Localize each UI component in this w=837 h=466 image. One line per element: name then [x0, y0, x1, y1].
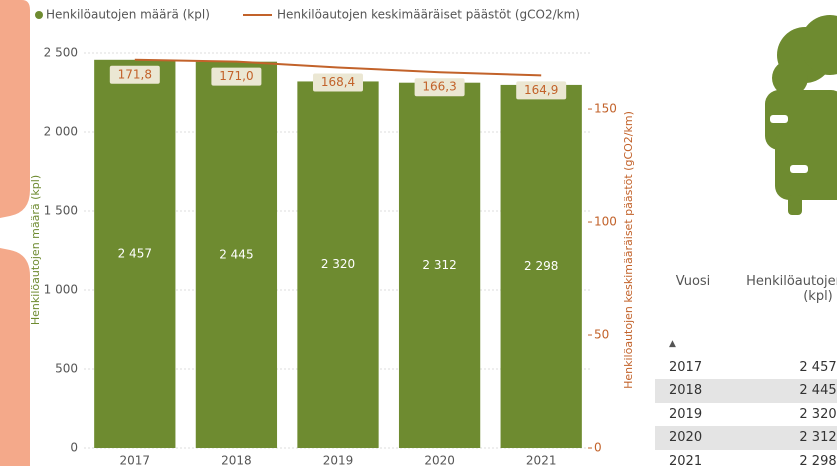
line-value-label: 171,8 — [118, 67, 152, 81]
table-row: 2020 2 312 — [655, 426, 837, 450]
y-axis-label: Henkilöautojen määrä (kpl) — [29, 175, 42, 325]
y-tick-label: 1 000 — [44, 283, 78, 297]
bar-value-label: 2 312 — [422, 258, 456, 272]
sort-row: ▲ — [655, 332, 837, 356]
car-icon-detail — [770, 115, 808, 173]
table-cell: 2019 — [669, 406, 703, 422]
bar — [297, 81, 379, 448]
value-label-box — [109, 65, 160, 84]
table-cell: 2 320 — [799, 406, 837, 422]
legend-label: Henkilöautojen keskimääräiset päästöt (g… — [277, 8, 580, 22]
legend-label: Henkilöautojen määrä (kpl) — [46, 8, 210, 22]
table-row: 2019 2 320 — [655, 403, 837, 427]
y2-tick-label: 50 — [594, 328, 609, 342]
x-tick-label: 2017 — [120, 454, 151, 466]
table-row: 2017 2 457 — [655, 356, 837, 380]
line — [134, 58, 542, 77]
data-table: Vuosi Henkilöautojen määrä (kpl) ▲ 2017 2 … — [655, 268, 837, 466]
bar-value-label: 2 320 — [321, 257, 355, 271]
x-tick-label: 2021 — [526, 454, 557, 466]
table-cell: 2020 — [655, 426, 731, 450]
y2-axis-label: Henkilöautojen keskimääräiset päästöt (g… — [622, 111, 635, 389]
table-header: Vuosi — [675, 274, 711, 289]
y2-tick-label: 100 — [594, 215, 617, 229]
table-cell: 2 457 — [799, 359, 837, 375]
line-value-label: 168,4 — [321, 75, 355, 89]
table-cell: 2017 — [669, 359, 703, 375]
bar — [398, 82, 481, 448]
line-value-label: 166,3 — [422, 80, 456, 94]
table-row: 2018 2 445 — [655, 379, 837, 403]
sort-indicator[interactable]: ▲ — [669, 338, 676, 349]
table-cell: 2 445 — [731, 379, 837, 403]
table-cell: 2 312 — [731, 426, 837, 450]
y-tick-label: 1 500 — [44, 204, 78, 218]
x-tick-label: 2018 — [221, 454, 252, 466]
bar-value-label: 2 457 — [118, 246, 152, 260]
y-tick-label: 2 000 — [44, 125, 78, 139]
bar — [94, 59, 176, 448]
value-label-box — [414, 78, 465, 97]
value-label-box — [516, 81, 567, 100]
y-tick-label: 0 — [70, 441, 78, 455]
car-icon — [765, 15, 837, 215]
bar-value-label: 2 298 — [524, 259, 558, 273]
table-header: Henkilöautojen määrä (kpl) — [746, 274, 837, 304]
line-value-label: 164,9 — [524, 83, 558, 97]
table-cell: 2 298 — [799, 453, 837, 466]
table-cell: 2021 — [669, 453, 703, 466]
value-label-box — [211, 67, 262, 86]
y2-tick-label: 150 — [594, 102, 617, 116]
table-cell: 2018 — [655, 379, 731, 403]
y-tick-label: 2 500 — [44, 46, 78, 60]
x-tick-label: 2020 — [424, 454, 455, 466]
y2-tick-label: 0 — [594, 441, 602, 455]
table: Vuosi Henkilöautojen määrä (kpl) ▲ 2017 2 … — [655, 268, 837, 466]
line-value-label: 171,0 — [219, 69, 253, 83]
x-tick-label: 2019 — [323, 454, 354, 466]
bar — [500, 84, 582, 448]
decoration — [0, 0, 30, 218]
decoration — [0, 248, 30, 466]
value-label-box — [313, 73, 363, 92]
table-row: 2021 2 298 — [655, 450, 837, 466]
bar-value-label: 2 445 — [219, 247, 253, 261]
bar — [195, 61, 278, 448]
legend-swatch — [35, 11, 43, 19]
y-tick-label: 500 — [55, 362, 78, 376]
